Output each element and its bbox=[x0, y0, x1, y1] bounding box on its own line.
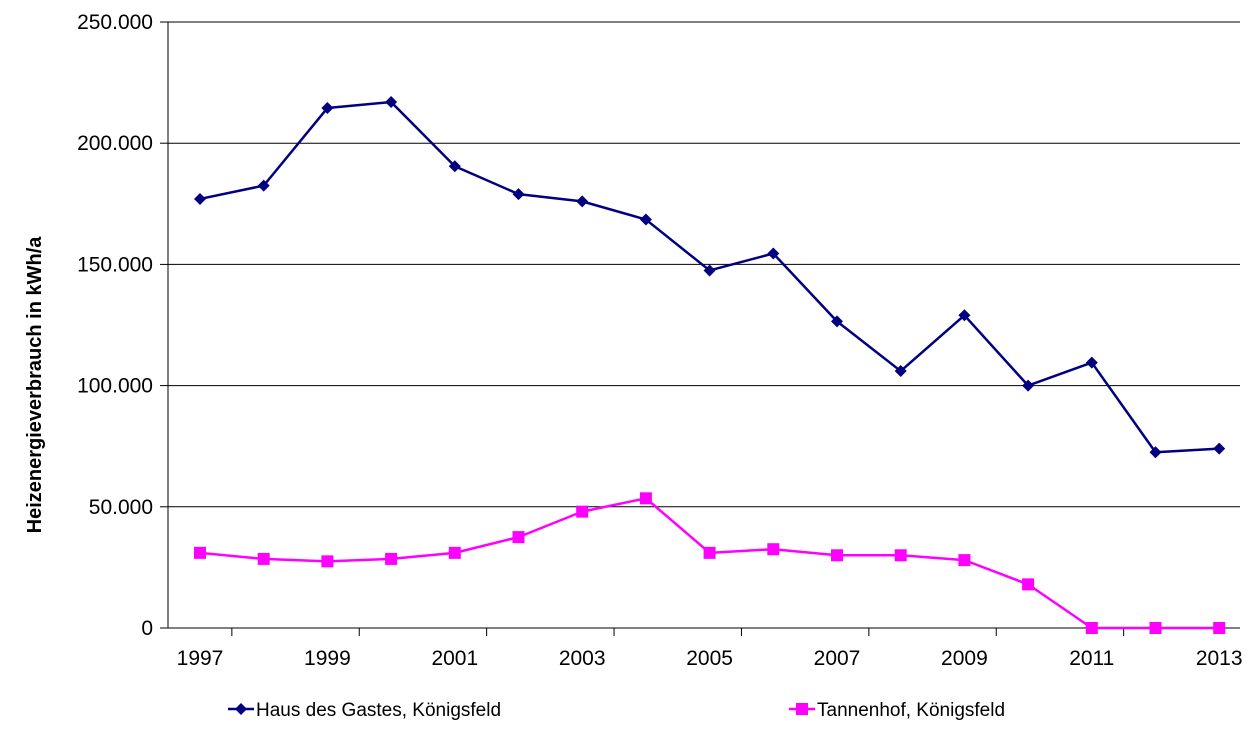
data-point bbox=[385, 552, 398, 565]
data-point bbox=[576, 505, 589, 518]
data-point bbox=[958, 554, 971, 567]
x-tick-label: 2011 bbox=[1069, 647, 1114, 670]
data-point bbox=[448, 160, 461, 173]
data-point bbox=[703, 264, 716, 277]
data-point bbox=[767, 247, 780, 260]
legend-item: Tannenhof, Königsfeld bbox=[789, 700, 1005, 721]
y-tick-label: 150.000 bbox=[77, 253, 153, 276]
data-point bbox=[703, 546, 716, 559]
y-tick-label: 100.000 bbox=[77, 375, 153, 398]
data-point bbox=[1085, 356, 1098, 369]
y-axis-label: Heizenergieverbrauch in kWh/a bbox=[24, 236, 46, 534]
data-point bbox=[1149, 446, 1162, 459]
legend: Haus des Gastes, Königsfeld Tannenhof, Kö… bbox=[228, 700, 1005, 721]
data-point bbox=[576, 195, 589, 208]
data-point bbox=[894, 549, 907, 562]
series-2 bbox=[194, 492, 1226, 634]
series-line bbox=[199, 100, 1220, 454]
data-point bbox=[385, 95, 398, 108]
data-point bbox=[1022, 578, 1035, 591]
data-point bbox=[1022, 379, 1035, 392]
series-1 bbox=[194, 95, 1226, 459]
data-point bbox=[448, 546, 461, 559]
data-point bbox=[321, 555, 334, 568]
data-point bbox=[1085, 622, 1098, 634]
y-tick-label: 200.000 bbox=[77, 132, 153, 155]
x-tick-label: 2007 bbox=[814, 647, 861, 670]
x-tick-label: 2009 bbox=[941, 647, 988, 670]
data-point bbox=[767, 543, 780, 556]
x-tick-label: 2013 bbox=[1196, 647, 1243, 670]
y-tick-label: 0 bbox=[141, 617, 153, 640]
data-point bbox=[512, 188, 525, 201]
legend-item: Haus des Gastes, Königsfeld bbox=[228, 700, 501, 721]
y-tick-label: 50.000 bbox=[89, 496, 153, 519]
x-tick-label: 1999 bbox=[304, 647, 351, 670]
x-tick-label: 1997 bbox=[177, 647, 224, 670]
data-point bbox=[639, 213, 652, 226]
data-point bbox=[1213, 442, 1226, 455]
data-point bbox=[194, 192, 206, 205]
series-line bbox=[199, 497, 1220, 630]
data-point bbox=[1149, 622, 1162, 634]
data-point bbox=[194, 546, 206, 559]
data-point bbox=[639, 492, 652, 505]
x-tick-label: 2003 bbox=[559, 647, 606, 670]
axes: 0 50.000 100.000 150.000 200.000 250.000 1997 1… bbox=[77, 11, 1242, 670]
data-point bbox=[512, 531, 525, 544]
data-point bbox=[894, 365, 907, 378]
legend-marker bbox=[235, 703, 247, 715]
y-tick-label: 250.000 bbox=[77, 11, 153, 34]
data-point bbox=[958, 309, 971, 322]
data-point bbox=[831, 315, 843, 328]
x-tick-label: 2005 bbox=[686, 647, 733, 670]
data-point bbox=[831, 549, 843, 562]
series bbox=[194, 95, 1226, 634]
data-point bbox=[257, 552, 270, 565]
legend-label: Haus des Gastes, Königsfeld bbox=[256, 700, 501, 721]
x-tick-label: 2001 bbox=[431, 647, 478, 670]
legend-marker bbox=[796, 703, 808, 715]
legend-label: Tannenhof, Königsfeld bbox=[817, 700, 1005, 721]
data-point bbox=[1213, 622, 1226, 634]
data-point bbox=[257, 179, 270, 192]
data-point bbox=[321, 102, 334, 115]
